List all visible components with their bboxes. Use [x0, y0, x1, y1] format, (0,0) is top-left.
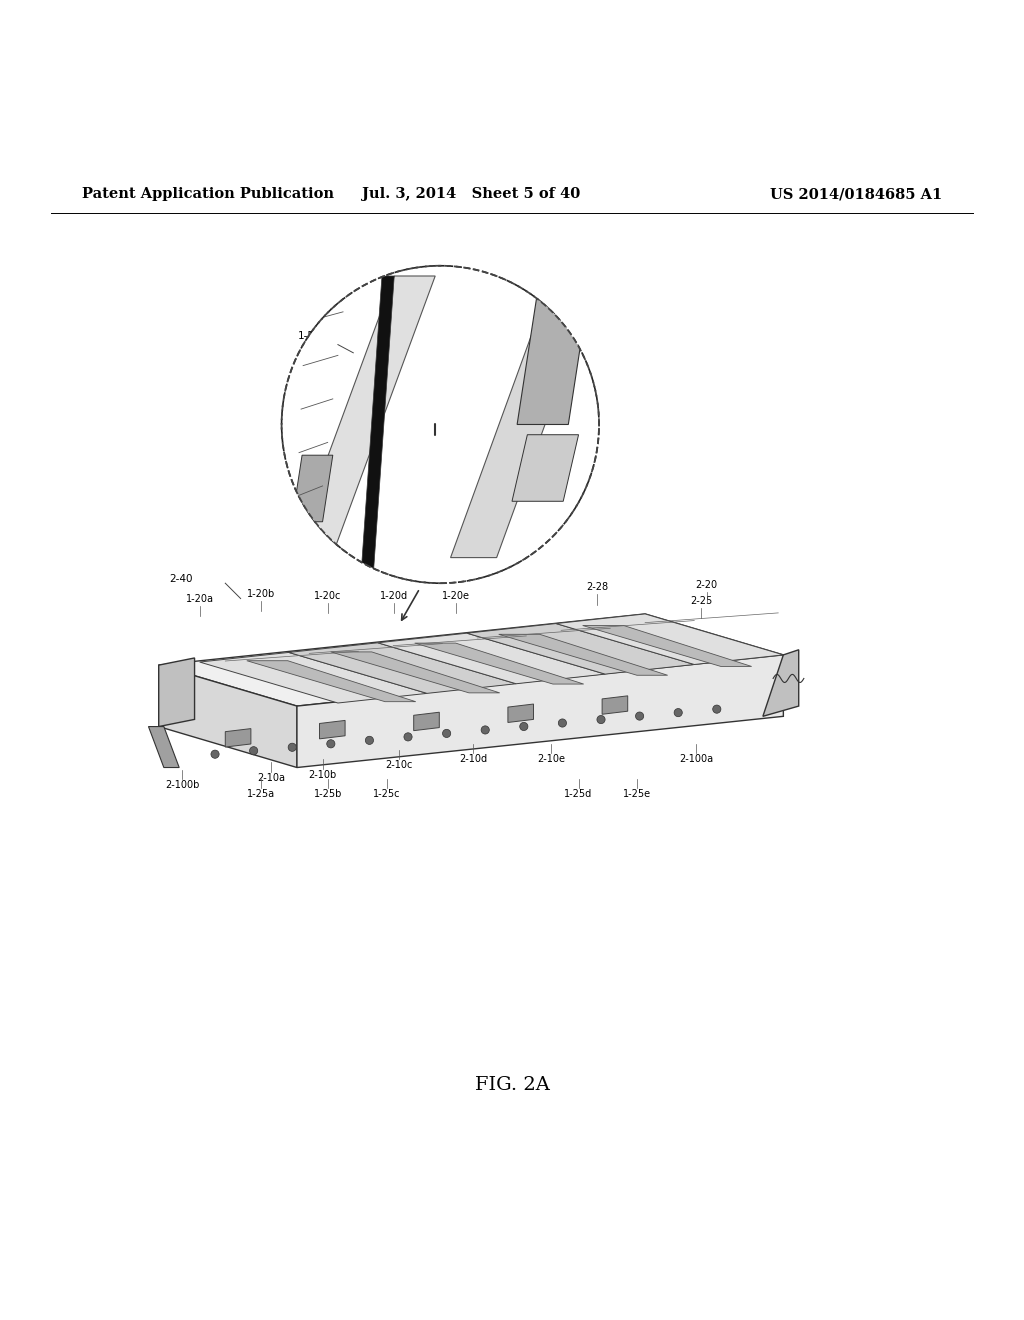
- Text: 2-10c: 2-10c: [386, 760, 413, 771]
- Circle shape: [211, 750, 219, 758]
- Text: 2-25: 2-25: [690, 595, 713, 606]
- Polygon shape: [159, 665, 297, 767]
- Circle shape: [250, 747, 258, 755]
- Text: 2-20: 2-20: [695, 581, 718, 590]
- Polygon shape: [415, 643, 584, 684]
- Circle shape: [288, 743, 296, 751]
- Polygon shape: [148, 726, 179, 767]
- Polygon shape: [247, 661, 416, 702]
- Polygon shape: [602, 696, 628, 714]
- Polygon shape: [583, 626, 752, 667]
- Text: 2-28: 2-28: [586, 582, 608, 593]
- Polygon shape: [297, 655, 783, 767]
- Polygon shape: [200, 652, 427, 704]
- Text: 1-25a: 1-25a: [247, 789, 275, 799]
- Text: 1-20d: 1-20d: [380, 590, 409, 601]
- Text: FIG. 2A: FIG. 2A: [474, 1076, 550, 1094]
- Circle shape: [520, 722, 528, 730]
- Circle shape: [403, 733, 412, 741]
- Text: 1-25d: 1-25d: [564, 789, 593, 799]
- Text: 2-10e: 2-10e: [537, 754, 565, 764]
- Circle shape: [674, 709, 682, 717]
- Polygon shape: [556, 614, 783, 664]
- Circle shape: [366, 737, 374, 744]
- Polygon shape: [512, 434, 579, 502]
- Text: 1-25c: 1-25c: [374, 789, 400, 799]
- Text: 1-500: 1-500: [298, 330, 328, 341]
- Polygon shape: [361, 276, 394, 568]
- Text: 2-10b: 2-10b: [308, 770, 337, 780]
- Text: 1-20c: 1-20c: [314, 590, 341, 601]
- Text: 2-10d: 2-10d: [459, 754, 487, 764]
- Polygon shape: [159, 614, 783, 706]
- Text: 1-20b: 1-20b: [247, 589, 275, 598]
- Text: 1-20a: 1-20a: [185, 594, 214, 603]
- Text: 2-100a: 2-100a: [679, 754, 714, 764]
- Polygon shape: [331, 652, 500, 693]
- Polygon shape: [287, 276, 435, 568]
- Polygon shape: [319, 721, 345, 739]
- Text: 2-100b: 2-100b: [165, 780, 200, 789]
- Polygon shape: [499, 635, 668, 676]
- Text: US 2014/0184685 A1: US 2014/0184685 A1: [770, 187, 942, 201]
- Polygon shape: [451, 276, 599, 557]
- Circle shape: [481, 726, 489, 734]
- Circle shape: [282, 265, 599, 583]
- Polygon shape: [289, 643, 516, 693]
- Text: 2-40: 2-40: [169, 574, 193, 585]
- Circle shape: [327, 739, 335, 748]
- Polygon shape: [517, 292, 589, 425]
- Polygon shape: [508, 704, 534, 722]
- Text: 1-25e: 1-25e: [623, 789, 651, 799]
- Circle shape: [713, 705, 721, 713]
- Polygon shape: [225, 729, 251, 747]
- Polygon shape: [467, 623, 694, 675]
- Text: Patent Application Publication: Patent Application Publication: [82, 187, 334, 201]
- Text: 1-20e: 1-20e: [441, 590, 470, 601]
- Text: 1-25b: 1-25b: [313, 789, 342, 799]
- Text: Jul. 3, 2014   Sheet 5 of 40: Jul. 3, 2014 Sheet 5 of 40: [361, 187, 581, 201]
- Text: 2-10a: 2-10a: [257, 772, 286, 783]
- Polygon shape: [292, 455, 333, 521]
- Circle shape: [558, 719, 566, 727]
- Circle shape: [442, 730, 451, 738]
- Polygon shape: [378, 634, 605, 684]
- Polygon shape: [159, 657, 195, 726]
- Polygon shape: [414, 713, 439, 731]
- Circle shape: [597, 715, 605, 723]
- Circle shape: [636, 711, 644, 721]
- Polygon shape: [763, 649, 799, 717]
